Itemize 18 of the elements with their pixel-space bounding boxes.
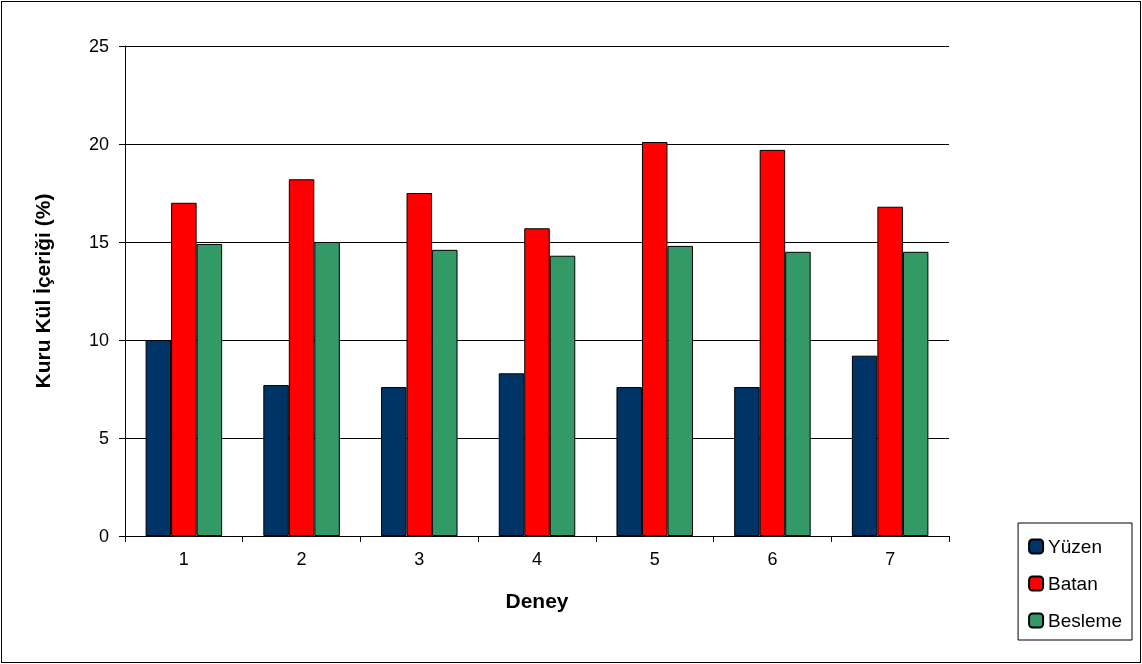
x-axis-title: Deney [505, 589, 569, 612]
y-axis-title: Kuru Kül İçeriği (%) [31, 193, 54, 389]
y-tick-label: 15 [88, 232, 109, 252]
x-tick-label: 7 [885, 549, 896, 569]
y-tick-label: 10 [88, 330, 109, 350]
x-tick-label: 6 [767, 549, 778, 569]
x-tick-label: 2 [296, 549, 307, 569]
x-tick-label: 5 [649, 549, 660, 569]
x-tick-label: 1 [178, 549, 189, 569]
legend-label: Yüzen [1048, 536, 1102, 557]
legend-label: Batan [1048, 573, 1098, 594]
y-tick-label: 0 [98, 526, 109, 546]
legend-label: Besleme [1048, 610, 1122, 631]
y-tick-label: 25 [88, 36, 109, 56]
x-tick-label: 4 [531, 549, 543, 569]
y-tick-label: 5 [98, 428, 109, 448]
y-tick-label: 20 [88, 134, 109, 154]
x-tick-label: 3 [414, 549, 425, 569]
